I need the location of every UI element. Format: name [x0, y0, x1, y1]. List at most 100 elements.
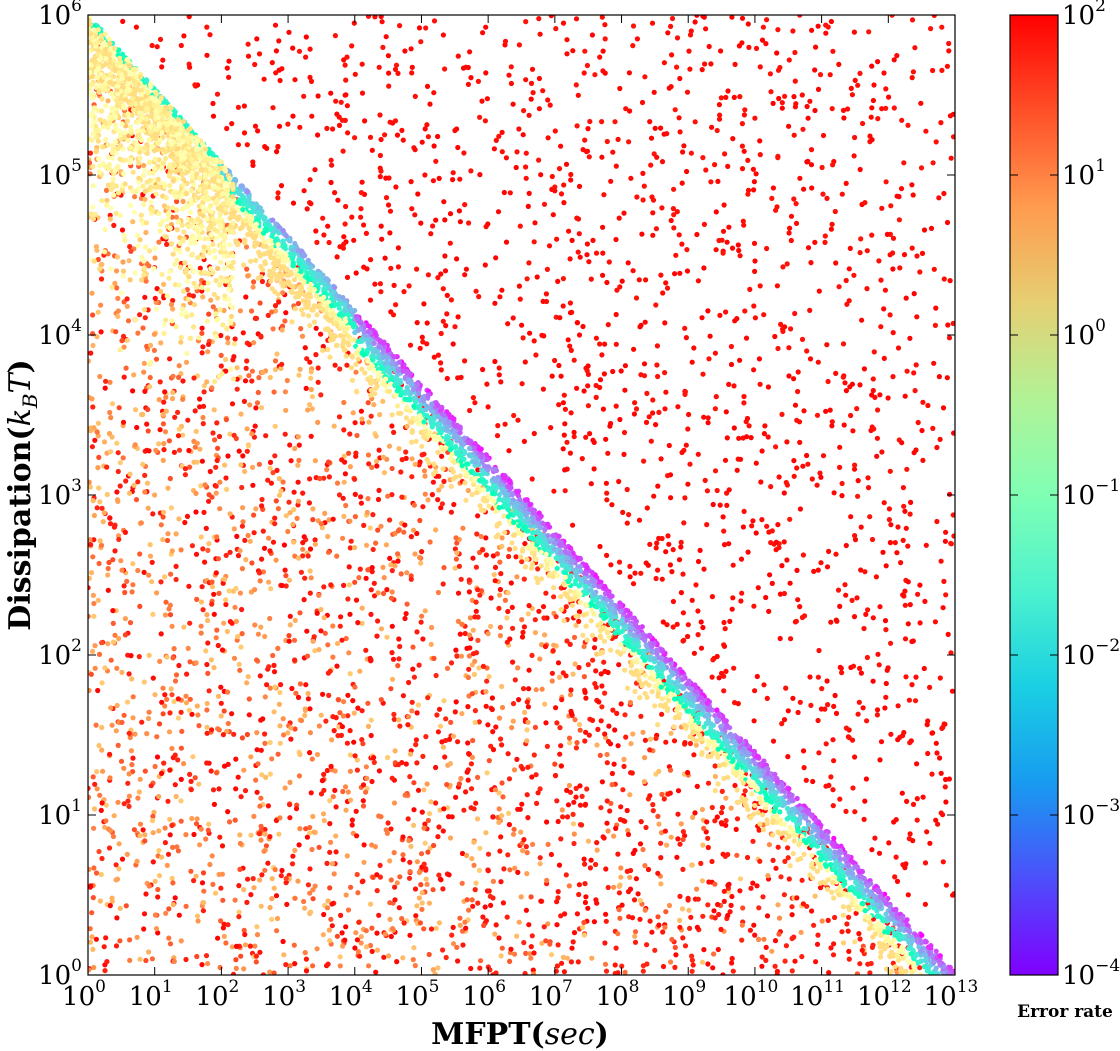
data-point: [774, 204, 780, 210]
data-point: [904, 798, 910, 805]
data-point: [484, 381, 490, 387]
data-point: [339, 457, 345, 463]
data-point: [142, 832, 148, 838]
data-point: [232, 336, 238, 342]
data-point: [450, 341, 456, 347]
data-point: [728, 343, 735, 350]
data-point: [486, 674, 492, 680]
data-point: [740, 218, 746, 224]
data-point: [367, 655, 373, 662]
data-point: [569, 237, 575, 243]
data-point: [207, 32, 213, 38]
data-point: [348, 797, 354, 803]
data-point: [461, 150, 467, 156]
data-point: [641, 779, 648, 785]
data-point: [783, 685, 789, 691]
data-point: [156, 721, 163, 727]
data-point: [764, 17, 770, 23]
data-point: [584, 252, 590, 258]
data-point: [310, 896, 316, 902]
data-point: [497, 559, 503, 565]
data-point: [373, 433, 379, 439]
data-point: [275, 645, 281, 652]
data-point: [776, 95, 782, 102]
data-point: [770, 738, 777, 744]
data-point: [671, 212, 677, 218]
data-point: [383, 34, 389, 40]
data-point: [380, 398, 386, 404]
data-point: [213, 635, 219, 641]
data-point: [594, 840, 600, 846]
data-point: [223, 601, 229, 608]
data-point: [90, 774, 96, 780]
data-point: [191, 878, 197, 884]
data-point: [817, 72, 824, 78]
data-point: [310, 887, 316, 893]
data-point: [531, 338, 537, 344]
data-point: [407, 859, 413, 865]
data-point: [760, 894, 766, 900]
data-point: [627, 563, 633, 570]
data-point: [123, 478, 129, 484]
data-point: [589, 32, 596, 38]
data-point: [914, 761, 920, 767]
data-point: [286, 638, 292, 644]
data-point: [397, 723, 403, 729]
data-point: [345, 713, 351, 719]
data-point: [351, 237, 357, 243]
data-point: [879, 205, 885, 211]
data-point: [206, 311, 212, 317]
data-point: [618, 865, 624, 871]
data-point: [130, 561, 136, 567]
data-point: [884, 231, 891, 237]
data-point: [737, 888, 743, 894]
data-point: [424, 881, 430, 888]
data-point: [727, 909, 733, 915]
data-point: [96, 485, 102, 491]
data-point: [423, 734, 429, 740]
data-point: [726, 881, 732, 888]
data-point: [392, 748, 398, 754]
data-point: [649, 20, 656, 26]
data-point: [574, 320, 581, 326]
data-point: [576, 721, 583, 728]
data-point: [106, 845, 113, 851]
data-point: [674, 209, 680, 215]
data-point: [353, 453, 359, 459]
data-point: [392, 66, 399, 72]
data-point: [105, 572, 111, 578]
data-point: [251, 885, 257, 891]
data-point: [660, 929, 666, 935]
data-point: [674, 35, 681, 41]
data-point: [658, 272, 664, 278]
data-point: [831, 758, 837, 764]
data-point: [96, 848, 102, 855]
data-point: [524, 850, 530, 856]
data-point: [396, 905, 402, 911]
data-point: [359, 61, 365, 67]
data-point: [252, 587, 258, 593]
data-point: [91, 425, 97, 431]
data-point: [202, 482, 208, 488]
data-point: [721, 528, 727, 534]
data-point: [425, 134, 431, 140]
data-point: [138, 520, 144, 526]
data-point: [817, 470, 823, 476]
data-point: [930, 730, 936, 736]
data-point: [149, 956, 155, 962]
data-point: [211, 611, 217, 617]
data-point: [787, 580, 793, 586]
data-point: [922, 901, 929, 907]
data-point: [130, 715, 136, 721]
data-point: [347, 611, 353, 617]
data-point: [563, 673, 569, 679]
data-point: [193, 551, 200, 557]
data-point: [277, 689, 283, 696]
data-point: [330, 126, 336, 132]
data-point: [566, 735, 573, 741]
data-point: [908, 499, 914, 505]
data-point: [298, 569, 304, 575]
data-point: [602, 731, 608, 737]
data-point: [553, 614, 559, 620]
data-point: [484, 888, 491, 894]
